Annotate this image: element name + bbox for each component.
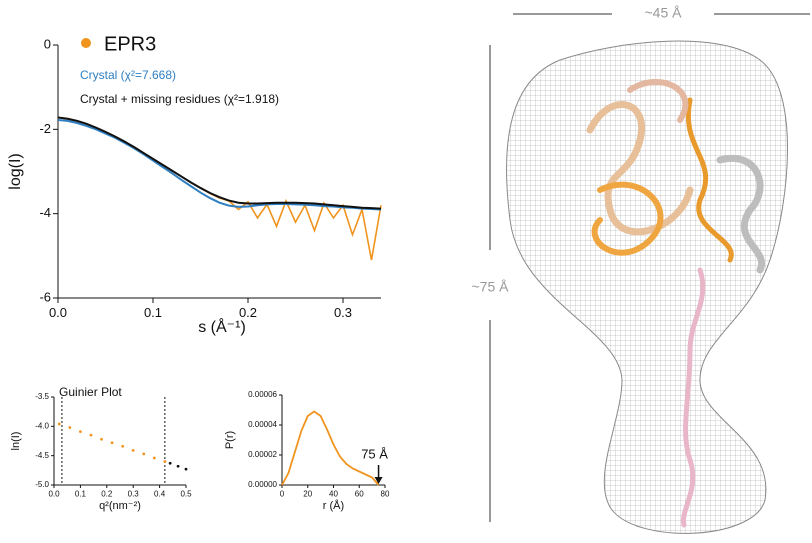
x-tick-label: 0.0 bbox=[49, 305, 67, 320]
point bbox=[152, 456, 156, 460]
x-axis-label: r (Å) bbox=[323, 499, 344, 512]
y-tick-label: 0.00002 bbox=[248, 450, 277, 459]
y-tick-label: -4.0 bbox=[35, 421, 49, 430]
x-tick-label: 0.4 bbox=[154, 490, 166, 499]
point bbox=[57, 422, 61, 426]
legend-label: Crystal + missing residues (χ²=1.918) bbox=[80, 92, 279, 106]
y-tick-label: -5.0 bbox=[35, 480, 49, 489]
legend-label: EPR3 bbox=[104, 33, 156, 55]
point bbox=[100, 437, 103, 441]
y-axis-label: log(I) bbox=[7, 153, 24, 189]
x-tick-label: 0.2 bbox=[239, 305, 257, 320]
point bbox=[176, 464, 180, 468]
x-axis-label: q²(nm⁻²) bbox=[99, 500, 141, 512]
x-tick-label: 0.2 bbox=[101, 490, 113, 499]
envelope-mesh bbox=[506, 40, 788, 534]
series-line bbox=[57, 119, 382, 211]
x-tick-label: 0.5 bbox=[180, 490, 192, 499]
series-line bbox=[281, 410, 380, 486]
x-tick-label: 60 bbox=[355, 490, 364, 499]
width-label: ~45 Å bbox=[645, 5, 683, 21]
legend-label: Crystal (χ²=7.668) bbox=[80, 68, 176, 82]
y-tick-label: -4.5 bbox=[35, 451, 49, 460]
y-tick-label: -3.5 bbox=[35, 392, 49, 401]
point bbox=[131, 448, 135, 452]
y-tick-label: -2 bbox=[39, 121, 51, 136]
x-tick-label: 0.1 bbox=[75, 490, 87, 499]
point bbox=[184, 467, 188, 471]
x-tick-label: 0.3 bbox=[334, 305, 352, 320]
series-line bbox=[57, 116, 382, 261]
x-tick-label: 0.3 bbox=[128, 490, 140, 499]
x-tick-label: 0 bbox=[280, 490, 285, 499]
y-axis-label: P(r) bbox=[224, 431, 236, 449]
x-tick-label: 0.0 bbox=[48, 490, 60, 499]
x-tick-label: 80 bbox=[381, 490, 390, 499]
annotation: 75 Å bbox=[361, 446, 388, 461]
point bbox=[79, 430, 82, 434]
y-tick-label: -4 bbox=[39, 205, 51, 220]
y-tick-label: 0 bbox=[44, 36, 51, 51]
point bbox=[121, 444, 125, 448]
y-tick-label: 0.00004 bbox=[248, 420, 277, 429]
annotation-arrowhead bbox=[374, 477, 383, 484]
point bbox=[110, 441, 114, 445]
structure: ~45 Å ~75 Å bbox=[472, 5, 810, 534]
legend-marker bbox=[81, 38, 91, 48]
series-line bbox=[57, 116, 382, 210]
chart-title: Guinier Plot bbox=[59, 385, 122, 399]
y-tick-label: 0.00006 bbox=[248, 390, 277, 399]
x-tick-label: 20 bbox=[303, 490, 312, 499]
y-tick-label: -6 bbox=[39, 289, 51, 304]
x-tick-label: 40 bbox=[329, 490, 338, 499]
x-tick-label: 0.1 bbox=[144, 305, 162, 320]
y-axis-label: ln(I) bbox=[10, 432, 22, 451]
point bbox=[89, 433, 93, 437]
point bbox=[168, 461, 172, 465]
x-axis-label: s (Å⁻¹) bbox=[198, 317, 246, 336]
height-label: ~75 Å bbox=[472, 279, 510, 295]
y-tick-label: 0.00000 bbox=[248, 480, 277, 489]
point bbox=[68, 426, 72, 429]
point bbox=[142, 452, 146, 456]
point bbox=[163, 460, 167, 463]
ribbons bbox=[586, 78, 766, 528]
